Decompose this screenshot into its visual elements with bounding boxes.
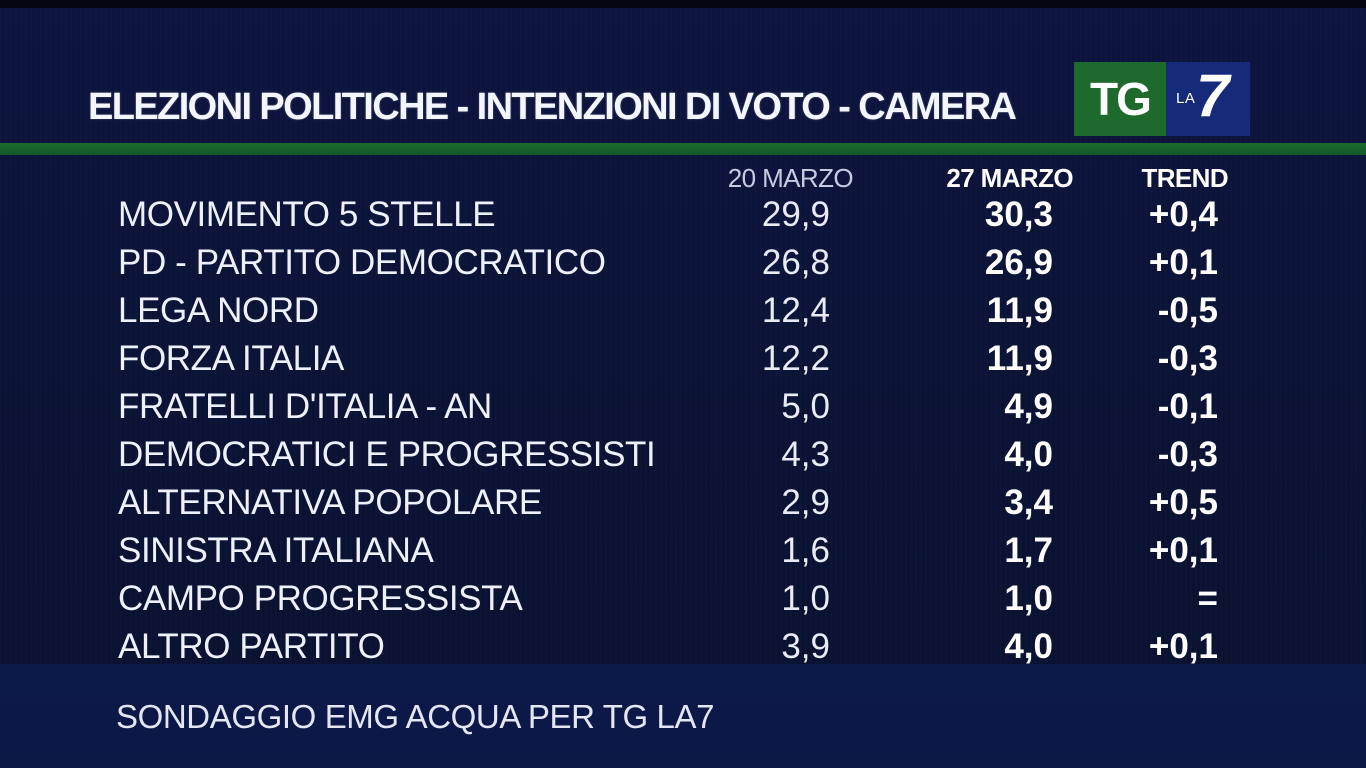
value-curr: 4,0: [1004, 627, 1053, 666]
table-row: PD - PARTITO DEMOCRATICO 26,8 26,9 +0,1: [0, 240, 1366, 288]
party-name: CAMPO PROGRESSISTA: [118, 579, 523, 618]
table-row: LEGA NORD 12,4 11,9 -0,5: [0, 288, 1366, 336]
value-curr: 11,9: [986, 339, 1053, 378]
value-trend: =: [1197, 579, 1218, 618]
logo-seven: 7: [1196, 62, 1230, 129]
value-curr: 1,7: [1004, 531, 1053, 570]
value-curr: 1,0: [1004, 579, 1053, 618]
value-prev: 12,4: [761, 291, 830, 330]
value-prev: 1,6: [781, 531, 830, 570]
value-trend: -0,3: [1157, 435, 1218, 474]
table-row: MOVIMENTO 5 STELLE 29,9 30,3 +0,4: [0, 192, 1366, 240]
value-prev: 1,0: [781, 579, 830, 618]
column-header-prev: 20 MARZO: [727, 163, 854, 193]
value-prev: 29,9: [761, 195, 830, 234]
table-row: ALTRO PARTITO 3,9 4,0 +0,1: [0, 624, 1366, 672]
logo-la7: LA 7: [1166, 62, 1250, 136]
value-prev: 26,8: [761, 243, 830, 282]
value-curr: 4,9: [1004, 387, 1053, 426]
value-curr: 4,0: [1004, 435, 1053, 474]
top-strip: [0, 0, 1366, 8]
party-name: FRATELLI D'ITALIA - AN: [118, 387, 492, 426]
party-name: MOVIMENTO 5 STELLE: [118, 195, 496, 234]
value-trend: +0,1: [1148, 243, 1218, 282]
table-row: ALTERNATIVA POPOLARE 2,9 3,4 +0,5: [0, 480, 1366, 528]
party-name: SINISTRA ITALIANA: [118, 531, 434, 570]
value-trend: -0,5: [1157, 291, 1218, 330]
party-name: FORZA ITALIA: [118, 339, 344, 378]
table-row: FORZA ITALIA 12,2 11,9 -0,3: [0, 336, 1366, 384]
value-curr: 30,3: [984, 195, 1053, 234]
value-trend: +0,1: [1148, 627, 1218, 666]
source-caption: SONDAGGIO EMG ACQUA PER TG LA7: [116, 698, 715, 735]
logo-la: LA: [1176, 90, 1196, 107]
party-name: DEMOCRATICI E PROGRESSISTI: [118, 435, 656, 474]
party-name: LEGA NORD: [118, 291, 319, 330]
value-trend: +0,5: [1148, 483, 1218, 522]
value-curr: 11,9: [986, 291, 1053, 330]
value-curr: 3,4: [1004, 483, 1053, 522]
value-trend: +0,1: [1148, 531, 1218, 570]
green-divider: [0, 143, 1366, 155]
table-row: CAMPO PROGRESSISTA 1,0 1,0 =: [0, 576, 1366, 624]
value-trend: +0,4: [1148, 195, 1218, 234]
party-name: ALTRO PARTITO: [118, 627, 385, 666]
footer-band: [0, 664, 1366, 768]
party-name: PD - PARTITO DEMOCRATICO: [118, 243, 606, 282]
value-prev: 12,2: [761, 339, 830, 378]
logo-tg: TG: [1074, 62, 1166, 136]
value-prev: 5,0: [781, 387, 830, 426]
party-name: ALTERNATIVA POPOLARE: [118, 483, 542, 522]
page-title: ELEZIONI POLITICHE - INTENZIONI DI VOTO …: [88, 86, 1017, 128]
poll-table: MOVIMENTO 5 STELLE 29,9 30,3 +0,4 PD - P…: [0, 192, 1366, 672]
table-row: DEMOCRATICI E PROGRESSISTI 4,3 4,0 -0,3: [0, 432, 1366, 480]
column-header-trend: TREND: [1141, 163, 1228, 193]
value-prev: 3,9: [781, 627, 830, 666]
table-row: SINISTRA ITALIANA 1,6 1,7 +0,1: [0, 528, 1366, 576]
column-header-curr: 27 MARZO: [946, 163, 1073, 193]
table-row: FRATELLI D'ITALIA - AN 5,0 4,9 -0,1: [0, 384, 1366, 432]
value-trend: -0,1: [1157, 387, 1218, 426]
value-curr: 26,9: [984, 243, 1053, 282]
value-prev: 4,3: [781, 435, 830, 474]
value-prev: 2,9: [781, 483, 830, 522]
tg-la7-logo: TG LA 7: [1074, 62, 1250, 136]
value-trend: -0,3: [1157, 339, 1218, 378]
